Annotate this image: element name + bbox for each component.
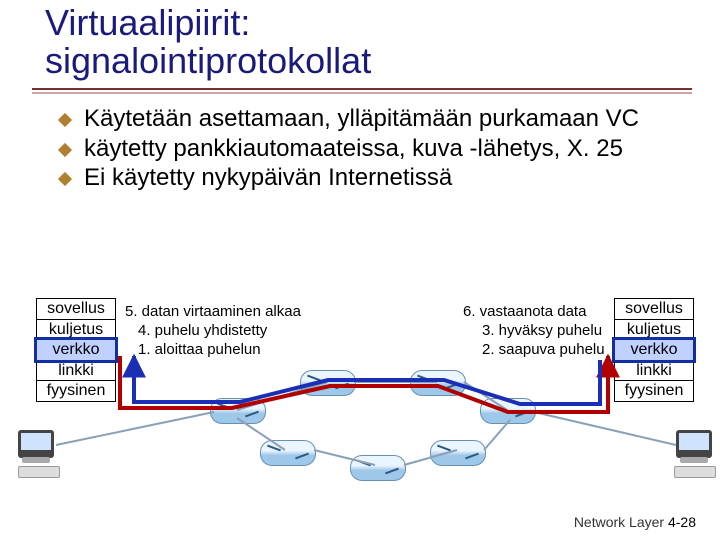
pc-left-icon bbox=[18, 430, 54, 458]
stack-layer-physical: fyysinen bbox=[614, 380, 694, 402]
stack-layer-link: linkki bbox=[36, 360, 116, 382]
label-1: 1. aloittaa puhelun bbox=[138, 341, 261, 358]
bullet-list: Käytetään asettamaan, ylläpitämään purka… bbox=[60, 105, 680, 194]
bullet-text: käytetty pankkiautomaateissa, kuva -lähe… bbox=[84, 135, 680, 163]
slide-title: Virtuaalipiirit: signalointiprotokollat bbox=[45, 4, 371, 80]
stack-layer-network: verkko bbox=[36, 339, 116, 361]
stack-layer-application: sovellus bbox=[614, 298, 694, 320]
bullet-item: Käytetään asettamaan, ylläpitämään purka… bbox=[60, 105, 680, 133]
router-icon bbox=[210, 398, 266, 424]
title-line-2: signalointiprotokollat bbox=[45, 40, 371, 81]
pc-right-icon bbox=[676, 430, 712, 458]
footer-text: Network Layer bbox=[574, 514, 664, 530]
stack-layer-physical: fyysinen bbox=[36, 380, 116, 402]
bullet-icon bbox=[58, 113, 72, 127]
bullet-text: Käytetään asettamaan, ylläpitämään purka… bbox=[84, 105, 680, 133]
title-underline bbox=[32, 88, 692, 90]
right-protocol-stack: sovellus kuljetus verkko linkki fyysinen bbox=[614, 298, 694, 401]
bullet-item: Ei käytetty nykypäivän Internetissä bbox=[60, 164, 680, 192]
stack-layer-transport: kuljetus bbox=[36, 319, 116, 341]
keyboard-icon bbox=[674, 466, 716, 478]
router-icon bbox=[410, 370, 466, 396]
bullet-icon bbox=[58, 172, 72, 186]
bullet-text: Ei käytetty nykypäivän Internetissä bbox=[84, 164, 680, 192]
bullet-icon bbox=[58, 143, 72, 157]
label-6: 6. vastaanota data bbox=[463, 303, 586, 320]
left-protocol-stack: sovellus kuljetus verkko linkki fyysinen bbox=[36, 298, 116, 401]
stack-layer-link: linkki bbox=[614, 360, 694, 382]
label-2: 2. saapuva puhelu bbox=[482, 341, 605, 358]
router-icon bbox=[260, 440, 316, 466]
title-underline-shadow bbox=[32, 92, 692, 94]
stack-layer-application: sovellus bbox=[36, 298, 116, 320]
router-icon bbox=[350, 455, 406, 481]
title-line-1: Virtuaalipiirit: bbox=[45, 2, 250, 43]
slide: Virtuaalipiirit: signalointiprotokollat … bbox=[0, 0, 720, 540]
stack-layer-transport: kuljetus bbox=[614, 319, 694, 341]
label-4: 4. puhelu yhdistetty bbox=[138, 322, 267, 339]
router-icon bbox=[300, 370, 356, 396]
footer: Network Layer 4-28 bbox=[574, 514, 696, 530]
stack-layer-network: verkko bbox=[614, 339, 694, 361]
router-icon bbox=[480, 398, 536, 424]
keyboard-icon bbox=[18, 466, 60, 478]
footer-page: 4-28 bbox=[668, 514, 696, 530]
router-icon bbox=[430, 440, 486, 466]
label-3: 3. hyväksy puhelu bbox=[482, 322, 602, 339]
bullet-item: käytetty pankkiautomaateissa, kuva -lähe… bbox=[60, 135, 680, 163]
label-5: 5. datan virtaaminen alkaa bbox=[125, 303, 301, 320]
